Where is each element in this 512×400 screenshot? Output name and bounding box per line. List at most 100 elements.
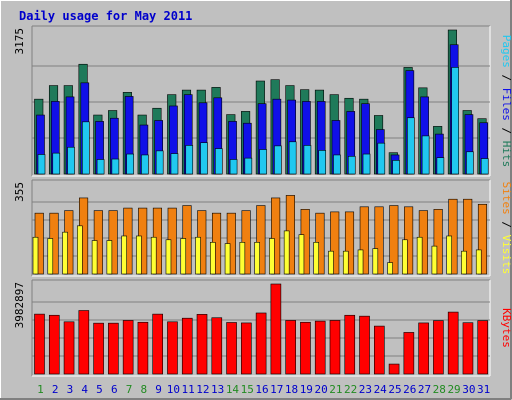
x-tick-label-day-23: 23 <box>359 383 372 396</box>
chart-panels: 3175 Pages / Files / Hits 355 Sites / Visit… <box>13 25 512 377</box>
bar-pages-day-2 <box>52 152 61 175</box>
x-tick-label-day-22: 22 <box>344 383 357 396</box>
bar-kbytes-day-25 <box>388 363 400 375</box>
bar-pages-day-4 <box>82 121 90 175</box>
bar-pages-day-10 <box>170 153 179 175</box>
bar-pages-day-8 <box>141 154 149 175</box>
bar-pages-day-27 <box>421 135 430 175</box>
bar-pages-day-17 <box>274 145 282 175</box>
legend-part-1-1: / <box>500 215 512 235</box>
bar-sites-day-23 <box>357 249 364 275</box>
bar-sites-day-10 <box>165 239 172 275</box>
x-tick-label-day-26: 26 <box>403 383 416 396</box>
bar-pages-day-28 <box>436 157 445 175</box>
bar-sites-day-6 <box>106 240 113 275</box>
x-tick-label-day-17: 17 <box>270 383 283 396</box>
bar-pages-day-13 <box>214 148 223 175</box>
bar-kbytes-day-18 <box>285 320 296 375</box>
bar-sites-day-1 <box>32 236 39 275</box>
panel-visits-sites-legend: Sites / Visits <box>500 182 512 275</box>
x-tick-label-day-4: 4 <box>81 383 88 396</box>
x-tick-label-day-2: 2 <box>52 383 59 396</box>
legend-part-0-0: Pages <box>500 35 512 68</box>
bar-sites-day-7 <box>121 235 127 275</box>
bar-sites-day-24 <box>372 248 379 275</box>
bar-kbytes-day-14 <box>226 322 237 375</box>
bar-sites-day-9 <box>150 236 157 275</box>
x-tick-label-day-19: 19 <box>300 383 313 396</box>
x-tick-label-day-29: 29 <box>447 383 460 396</box>
bar-kbytes-day-8 <box>137 321 149 375</box>
x-tick-label-day-16: 16 <box>255 383 268 396</box>
bar-kbytes-day-1 <box>34 313 45 375</box>
bar-pages-day-30 <box>466 151 474 175</box>
bar-pages-day-14 <box>229 159 238 175</box>
bar-visits-day-17 <box>271 197 281 275</box>
bar-pages-day-11 <box>185 145 194 175</box>
bar-kbytes-day-15 <box>241 322 252 375</box>
bar-sites-day-28 <box>431 245 438 275</box>
bar-pages-day-29 <box>451 67 459 175</box>
bar-sites-day-2 <box>47 238 54 275</box>
bar-visits-day-28 <box>433 209 443 275</box>
bar-pages-day-31 <box>480 158 489 175</box>
x-tick-label-day-8: 8 <box>140 383 147 396</box>
x-tick-label-day-1: 1 <box>37 383 44 396</box>
legend-part-1-0: Sites <box>500 182 512 215</box>
bar-kbytes-day-17 <box>270 283 282 375</box>
panel-hits-files-pages-axis-max-label: 3175 <box>13 28 26 55</box>
bar-pages-day-3 <box>67 146 75 175</box>
bar-sites-day-14 <box>224 243 231 275</box>
bar-sites-day-18 <box>283 230 290 275</box>
panel-hits-files-pages: 3175 Pages / Files / Hits <box>13 25 512 177</box>
x-tick-label-day-7: 7 <box>126 383 133 396</box>
bar-kbytes-day-22 <box>344 314 356 375</box>
bar-kbytes-day-11 <box>181 317 193 375</box>
x-tick-label-day-6: 6 <box>111 383 118 396</box>
legend-part-0-1: / <box>500 68 512 88</box>
bar-sites-day-11 <box>180 238 187 275</box>
bar-pages-day-15 <box>244 157 253 175</box>
bar-kbytes-day-29 <box>447 311 459 375</box>
x-tick-label-day-18: 18 <box>285 383 298 396</box>
x-tick-label-day-14: 14 <box>226 383 240 396</box>
bar-kbytes-day-3 <box>63 321 75 375</box>
bar-sites-day-20 <box>313 242 320 275</box>
bar-visits-day-24 <box>374 206 384 275</box>
x-tick-label-day-3: 3 <box>67 383 74 396</box>
legend-part-1-2: Visits <box>500 235 512 275</box>
bar-kbytes-day-5 <box>93 322 104 375</box>
bar-pages-day-9 <box>155 150 164 175</box>
bar-kbytes-day-7 <box>122 320 134 375</box>
x-tick-label-day-30: 30 <box>462 383 475 396</box>
bar-kbytes-day-12 <box>196 314 208 375</box>
x-tick-label-day-10: 10 <box>167 383 180 396</box>
x-axis-day-labels: 1 2 3 4 5 6 7 8 9 10 11 12 13 14 15 16 17 18 19 20 21 22 23 24 2… <box>37 383 490 396</box>
bar-sites-day-31 <box>475 249 482 275</box>
bar-kbytes-day-24 <box>374 325 385 375</box>
bar-visits-day-21 <box>330 211 340 275</box>
bar-sites-day-26 <box>402 239 408 275</box>
bar-visits-day-31 <box>477 203 488 275</box>
bar-pages-day-7 <box>126 153 134 175</box>
x-tick-label-day-20: 20 <box>314 383 327 396</box>
x-tick-label-day-13: 13 <box>211 383 224 396</box>
bar-pages-day-16 <box>259 149 267 175</box>
bar-kbytes-day-23 <box>359 315 370 375</box>
bar-sites-day-25 <box>387 262 393 275</box>
x-tick-label-day-11: 11 <box>182 383 195 396</box>
bar-pages-day-1 <box>37 154 46 175</box>
bar-pages-day-26 <box>407 117 415 175</box>
bar-kbytes-day-19 <box>300 321 311 375</box>
bar-pages-day-20 <box>318 150 327 175</box>
legend-part-0-3: / <box>500 121 512 141</box>
bar-pages-day-5 <box>96 159 105 175</box>
bar-sites-day-16 <box>254 242 260 275</box>
x-tick-label-day-31: 31 <box>477 383 490 396</box>
bar-pages-day-24 <box>377 142 386 175</box>
bar-pages-day-19 <box>303 145 312 175</box>
x-tick-label-day-5: 5 <box>96 383 103 396</box>
bar-sites-day-15 <box>239 242 246 275</box>
bar-kbytes-day-10 <box>167 321 178 375</box>
